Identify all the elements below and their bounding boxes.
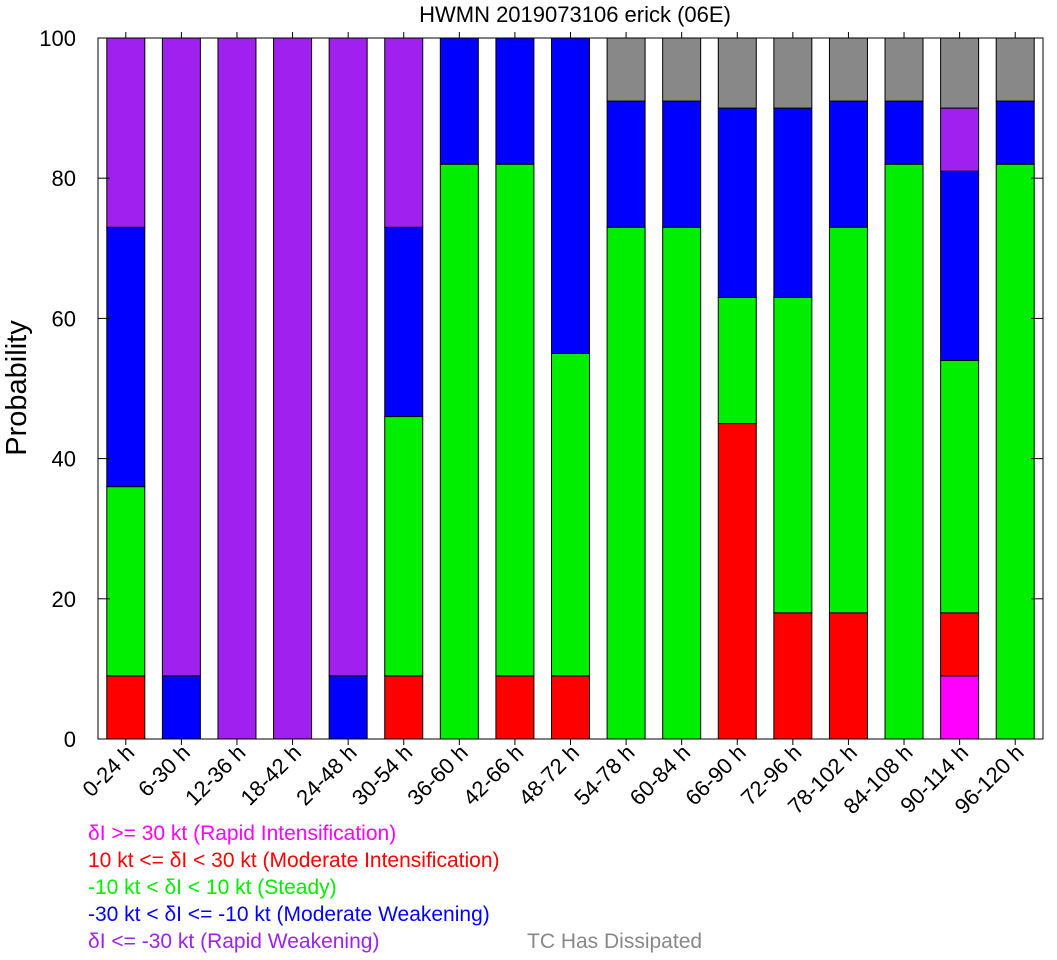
x-tick-label: 12-36 h (180, 740, 250, 810)
bar-segment-3-14 (884, 100, 924, 165)
bar-segment-2-13 (828, 226, 868, 614)
x-tick-label: 30-54 h (347, 740, 417, 810)
bar-segment-3-5 (384, 226, 424, 418)
bar-segment-3-9 (606, 100, 646, 228)
bar-segment-2-14 (884, 163, 924, 740)
bar-segment-3-16 (995, 100, 1035, 165)
bar-segment-5-13 (828, 37, 868, 102)
bar-segment-3-10 (662, 100, 702, 228)
bar-segment-1-7 (495, 675, 535, 740)
bar-segment-2-0 (106, 486, 146, 677)
x-tick-label: 18-42 h (236, 740, 306, 810)
y-tick-label: 80 (52, 166, 76, 191)
bar-segment-3-8 (551, 37, 590, 354)
legend-entry-rapid-weakening: δI <= -30 kt (Rapid Weakening) (88, 930, 380, 953)
bar-segment-5-9 (606, 37, 646, 102)
bar-segment-1-15 (940, 612, 980, 677)
bar-segment-0-15 (940, 675, 980, 740)
bar-segment-2-5 (384, 416, 424, 677)
chart-title: HWMN 2019073106 erick (06E) (419, 2, 731, 27)
y-tick-label: 0 (64, 727, 76, 752)
bar-segment-2-7 (495, 163, 535, 677)
y-axis-label: Probability (1, 320, 33, 456)
y-tick-label: 20 (52, 587, 76, 612)
stacked-bar-chart: HWMN 2019073106 erick (06E) Probability … (1, 2, 1044, 819)
x-tick-label: 24-48 h (291, 740, 361, 810)
bar-segment-4-15 (940, 107, 980, 172)
bar-segment-2-6 (439, 163, 479, 740)
x-tick-label: 42-66 h (458, 740, 528, 810)
bar-segment-3-12 (773, 107, 813, 298)
y-tick-label: 60 (52, 306, 76, 331)
bar-segment-2-12 (773, 296, 813, 614)
legend-entry-moderate-weakening: -30 kt < δI <= -10 kt (Moderate Weakenin… (88, 903, 490, 926)
bar-segment-3-6 (439, 37, 479, 165)
y-tick-label: 100 (39, 26, 76, 51)
bar-segment-5-15 (940, 37, 980, 109)
bar-segment-2-8 (551, 352, 590, 677)
bar-segment-4-4 (328, 37, 368, 677)
bar-segment-4-0 (106, 37, 146, 228)
bar-segment-3-4 (328, 675, 368, 740)
bar-segment-4-5 (384, 37, 424, 228)
bar-segment-3-13 (828, 100, 868, 228)
bar-segment-5-12 (773, 37, 813, 109)
bar-segment-3-0 (106, 226, 146, 488)
bar-segment-2-11 (717, 296, 757, 425)
bars-layer (106, 37, 1035, 740)
bar-segment-1-8 (551, 675, 590, 740)
y-tick-label: 40 (52, 447, 76, 472)
bar-segment-5-16 (995, 37, 1035, 102)
legend-entry-moderate-intensification: 10 kt <= δI < 30 kt (Moderate Intensific… (88, 849, 500, 872)
legend-entry-rapid-intensification: δI >= 30 kt (Rapid Intensification) (88, 822, 397, 845)
bar-segment-1-13 (828, 612, 868, 740)
x-tick-label: 60-84 h (625, 740, 695, 810)
bar-segment-3-11 (717, 107, 757, 298)
bar-segment-1-11 (717, 423, 757, 740)
bar-segment-2-9 (606, 226, 646, 740)
legend-entry-steady: -10 kt < δI < 10 kt (Steady) (88, 876, 337, 899)
bar-segment-3-7 (495, 37, 535, 165)
bar-segment-2-10 (662, 226, 702, 740)
bar-segment-3-1 (161, 675, 201, 740)
x-tick-label: 66-90 h (680, 740, 750, 810)
bar-segment-5-10 (662, 37, 702, 102)
bar-segment-3-15 (940, 170, 980, 361)
x-tick-label: 0-24 h (78, 740, 140, 802)
bar-segment-5-14 (884, 37, 924, 102)
bar-segment-1-12 (773, 612, 813, 740)
bar-segment-4-3 (273, 37, 313, 740)
bar-segment-4-1 (161, 37, 201, 677)
bar-segment-1-5 (384, 675, 424, 740)
bar-segment-5-11 (717, 37, 757, 109)
bar-segment-4-2 (217, 37, 257, 740)
bar-segment-1-0 (106, 675, 146, 740)
x-tick-label: 48-72 h (514, 740, 584, 810)
plot-frame (97, 37, 1044, 740)
bar-segment-2-16 (995, 163, 1035, 740)
x-tick-label: 54-78 h (569, 740, 639, 810)
bar-segment-2-15 (940, 359, 980, 614)
legend-entry-dissipated: TC Has Dissipated (527, 930, 703, 953)
x-tick-label: 36-60 h (402, 740, 472, 810)
